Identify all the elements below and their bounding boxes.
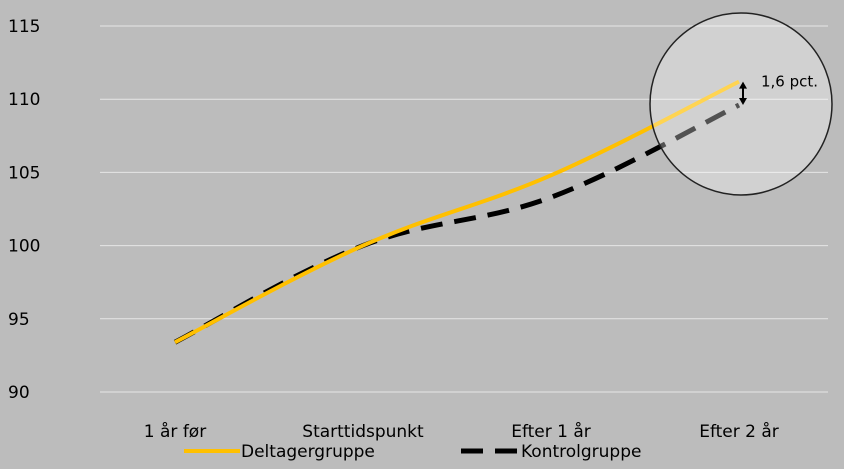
legend-label-kontrolgruppe: Kontrolgruppe — [521, 442, 641, 462]
magnifier-circle — [649, 12, 833, 196]
x-tick-label: Starttidspunkt — [302, 422, 424, 442]
arrow-head-down-icon — [739, 98, 747, 106]
legend: Deltagergruppe Kontrolgruppe — [184, 442, 641, 462]
legend-label-deltagergruppe: Deltagergruppe — [241, 442, 375, 462]
series-line-kontrolgruppe — [173, 102, 741, 345]
series-lines — [173, 79, 741, 345]
y-tick-label: 105 — [8, 163, 40, 183]
x-tick-label: Efter 2 år — [699, 421, 779, 442]
arrow-head-up-icon — [739, 81, 747, 89]
x-tick-label: 1 år før — [144, 421, 206, 442]
series-line-deltagergruppe — [174, 79, 740, 345]
annotation: 1,6 pct. — [649, 12, 833, 196]
y-tick-label: 90 — [8, 383, 30, 403]
y-axis-ticks: 90 95 100 105 110 115 — [8, 17, 40, 403]
x-axis-ticks: 1 år før Starttidspunkt Efter 1 år Efter 2 … — [144, 421, 779, 442]
x-tick-label: Efter 1 år — [511, 421, 591, 442]
y-tick-label: 95 — [8, 310, 30, 330]
difference-label: 1,6 pct. — [761, 73, 818, 91]
y-tick-label: 115 — [8, 17, 40, 37]
y-tick-label: 110 — [8, 90, 40, 110]
y-tick-label: 100 — [8, 237, 40, 257]
